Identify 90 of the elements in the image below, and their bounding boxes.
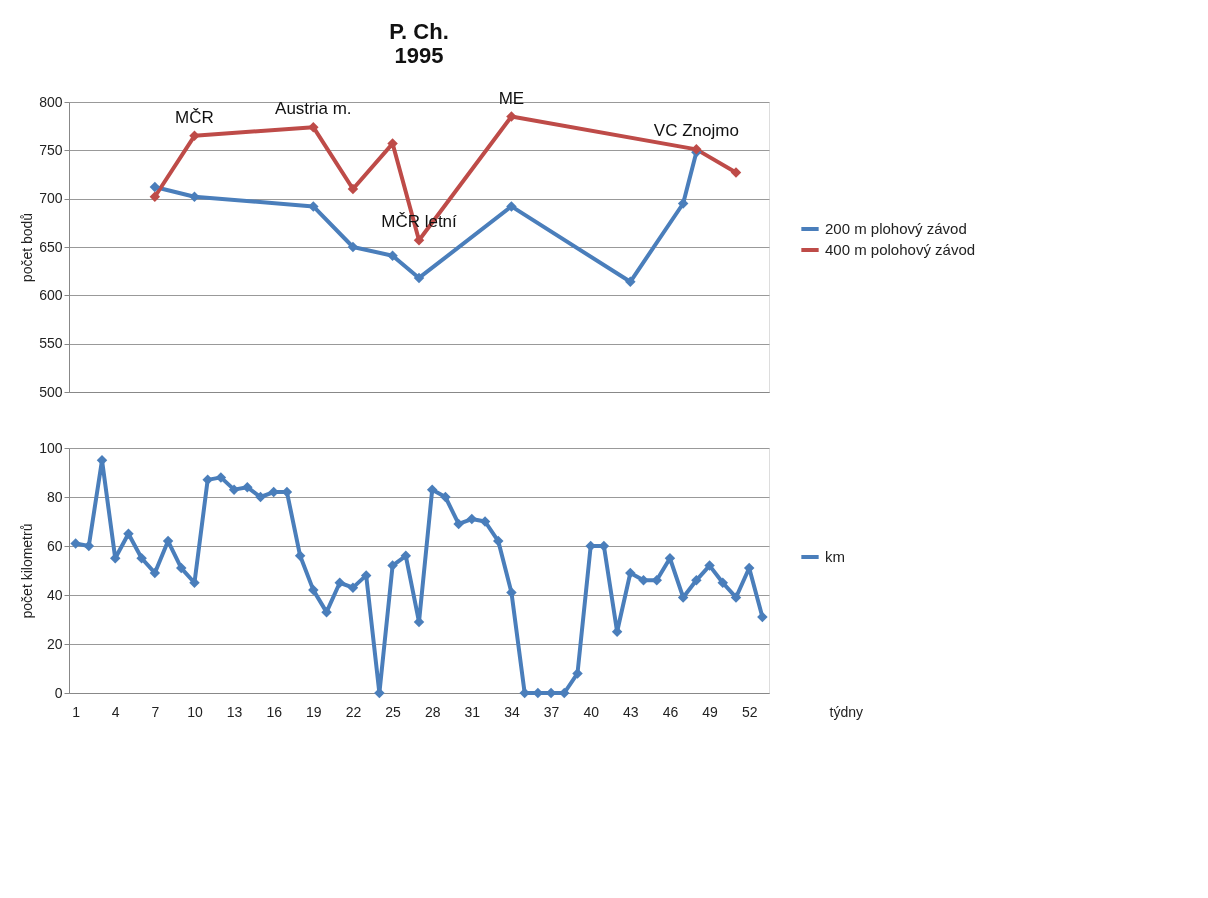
legend-label: km bbox=[825, 548, 845, 565]
point bbox=[493, 535, 504, 547]
point bbox=[506, 111, 517, 122]
point bbox=[149, 181, 161, 193]
x-tick-label: 37 bbox=[543, 703, 560, 720]
x-tick-label: 25 bbox=[385, 703, 402, 720]
x-tick-label: 10 bbox=[187, 703, 203, 720]
x-tick-label: 52 bbox=[741, 703, 758, 720]
x-tick-label: 34 bbox=[504, 703, 520, 720]
point bbox=[242, 481, 253, 493]
point bbox=[730, 167, 742, 178]
x-axis-title: týdny bbox=[829, 703, 863, 720]
y-tick-label: 0 bbox=[54, 684, 63, 701]
y-tick-label: 20 bbox=[46, 635, 63, 652]
point bbox=[704, 560, 715, 571]
y-axis-title: počet kilometrů bbox=[19, 523, 36, 619]
point bbox=[360, 570, 372, 581]
x-tick-label: 1 bbox=[72, 703, 81, 720]
point bbox=[506, 201, 517, 212]
x-tick-label: 19 bbox=[306, 703, 322, 720]
point bbox=[413, 272, 425, 284]
y-tick-label: 750 bbox=[39, 141, 63, 158]
point bbox=[453, 518, 464, 530]
x-tick-label: 46 bbox=[662, 703, 679, 720]
point bbox=[387, 560, 398, 571]
y-tick-label: 500 bbox=[39, 383, 63, 400]
point bbox=[334, 577, 345, 588]
point bbox=[149, 567, 161, 579]
point bbox=[506, 587, 517, 598]
point bbox=[189, 130, 200, 142]
x-tick-label: 4 bbox=[111, 703, 120, 720]
y-tick-label: 40 bbox=[46, 586, 63, 603]
point bbox=[308, 201, 319, 212]
point bbox=[387, 250, 398, 261]
point bbox=[440, 491, 451, 503]
y-tick-label: 100 bbox=[39, 439, 63, 456]
point bbox=[189, 191, 200, 202]
point bbox=[730, 592, 742, 603]
x-tick-label: 7 bbox=[151, 703, 160, 720]
point bbox=[347, 582, 359, 593]
y-tick-label: 600 bbox=[39, 286, 63, 303]
point bbox=[625, 567, 636, 579]
x-tick-label: 13 bbox=[226, 703, 243, 720]
x-tick-label: 49 bbox=[702, 703, 719, 720]
point bbox=[70, 538, 81, 549]
point bbox=[215, 472, 227, 483]
point bbox=[757, 611, 768, 623]
point bbox=[308, 121, 319, 133]
point bbox=[308, 584, 319, 596]
y-tick-label: 80 bbox=[46, 488, 63, 505]
point bbox=[479, 516, 491, 527]
point bbox=[255, 491, 266, 503]
point bbox=[625, 276, 636, 288]
x-tick-label: 28 bbox=[424, 703, 441, 720]
x-tick-label: 40 bbox=[583, 703, 600, 720]
y-tick-label: 650 bbox=[39, 238, 63, 255]
annotation: MČR bbox=[175, 107, 214, 127]
point bbox=[691, 575, 702, 586]
point bbox=[83, 540, 95, 552]
annotation: VC Znojmo bbox=[653, 121, 739, 141]
point bbox=[413, 234, 425, 246]
point bbox=[677, 592, 689, 603]
x-tick-label: 43 bbox=[623, 703, 639, 720]
annotation: Austria m. bbox=[275, 99, 352, 119]
annotation: ME bbox=[498, 88, 525, 108]
chart-title: P. Ch. 1995 bbox=[389, 18, 449, 68]
y-tick-label: 550 bbox=[39, 335, 63, 352]
point bbox=[677, 198, 689, 209]
x-tick-label: 22 bbox=[345, 703, 362, 720]
legend-label: 400 m polohový závod bbox=[825, 241, 976, 258]
legend-label: 200 m plohový závod bbox=[825, 220, 967, 237]
point bbox=[149, 191, 161, 202]
point bbox=[572, 668, 583, 679]
x-tick-label: 31 bbox=[464, 703, 481, 720]
point bbox=[176, 562, 187, 574]
point bbox=[294, 550, 306, 562]
point bbox=[123, 528, 134, 539]
point bbox=[717, 577, 729, 588]
point bbox=[228, 484, 240, 495]
point bbox=[426, 484, 438, 495]
y-tick-label: 800 bbox=[39, 93, 63, 110]
x-tick-label: 16 bbox=[266, 703, 283, 720]
y-tick-label: 700 bbox=[39, 190, 63, 207]
point bbox=[321, 606, 332, 618]
point bbox=[664, 553, 676, 564]
y-tick-label: 60 bbox=[46, 537, 63, 554]
point bbox=[136, 553, 147, 564]
point bbox=[638, 575, 649, 586]
y-axis-title: počet bodů bbox=[19, 212, 36, 283]
point bbox=[347, 183, 359, 195]
